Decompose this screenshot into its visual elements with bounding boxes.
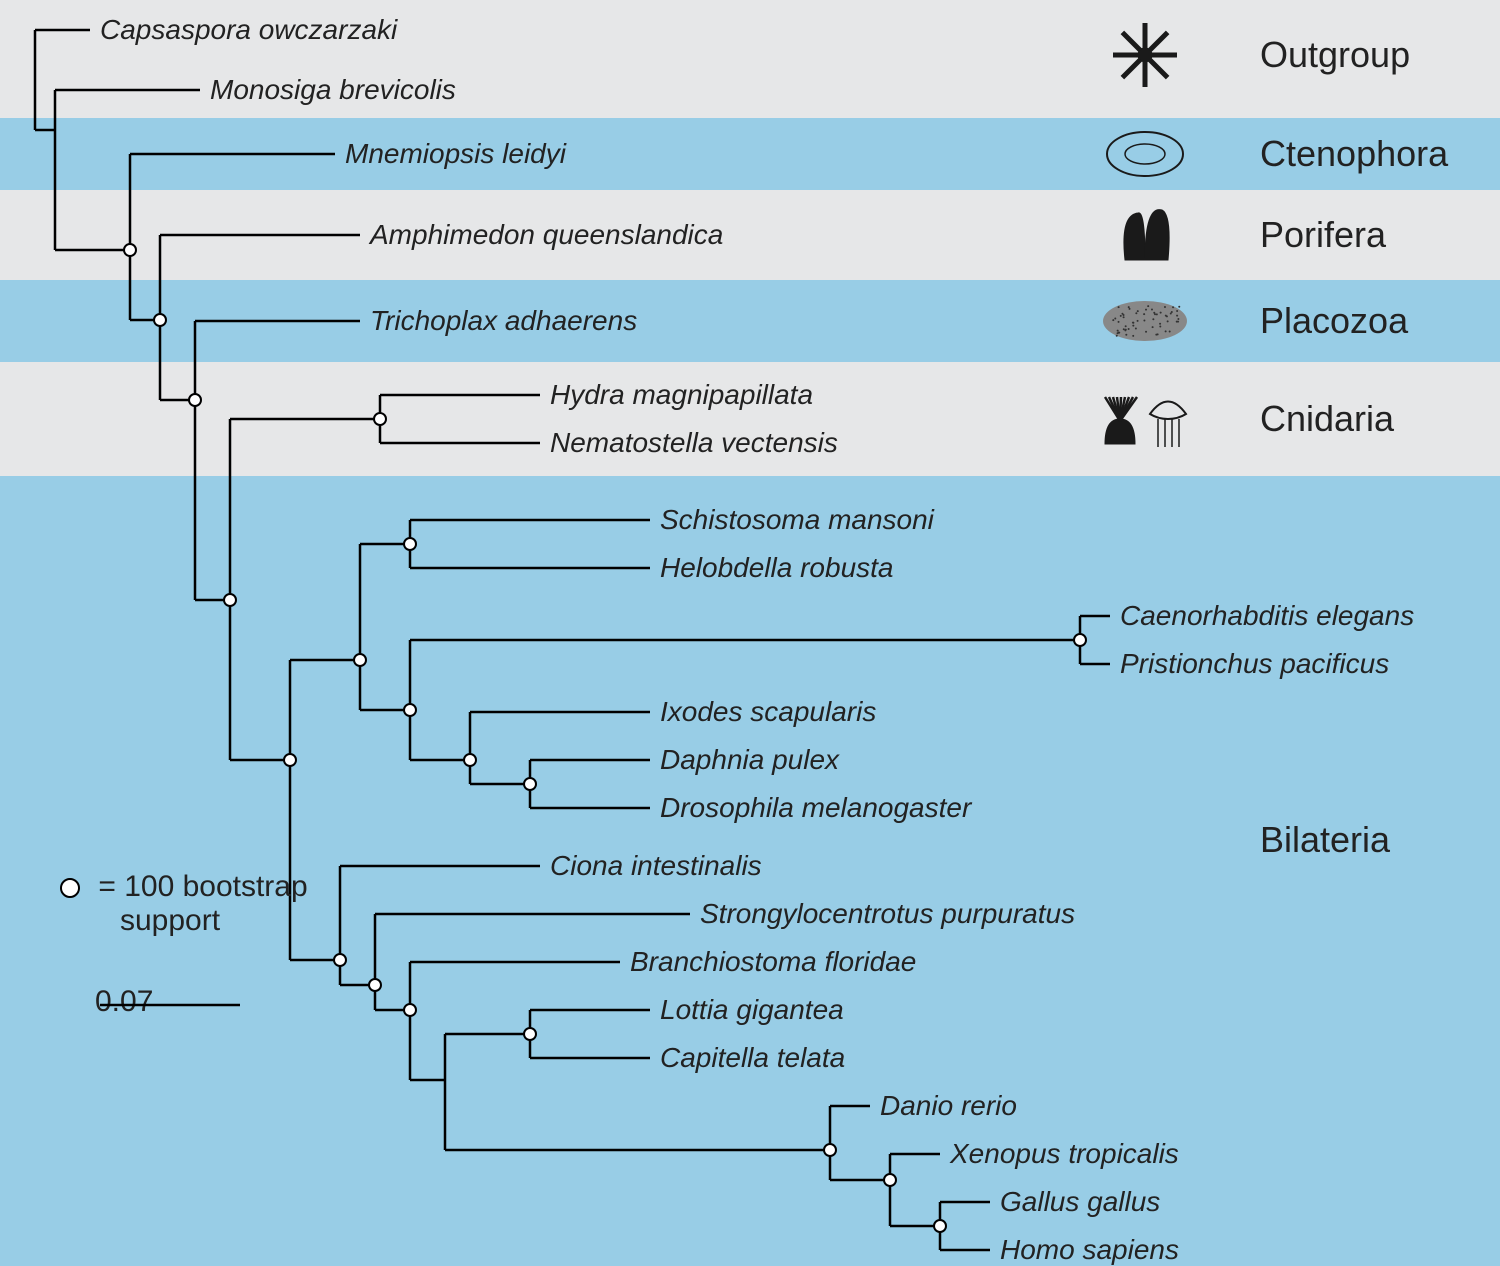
- legend-text-2: support: [60, 904, 308, 938]
- tip-Gga: Gallus gallus: [1000, 1186, 1160, 1218]
- tip-Cel: Caenorhabditis elegans: [1120, 600, 1414, 632]
- tip-Aqu: Amphimedon queenslandica: [370, 219, 723, 251]
- group-label-placozoa: Placozoa: [1260, 300, 1408, 342]
- tip-Bfl: Branchiostoma floridae: [630, 946, 916, 978]
- bootstrap-node: [224, 594, 236, 606]
- tip-Dre: Danio rerio: [880, 1090, 1017, 1122]
- tree-svg: [0, 0, 1500, 1266]
- legend: = 100 bootstrap support: [60, 870, 308, 938]
- tip-Mbr: Monosiga brevicolis: [210, 74, 456, 106]
- placozoan-icon: [1090, 281, 1210, 361]
- legend-row: = 100 bootstrap: [60, 870, 308, 904]
- tip-Spu: Strongylocentrotus purpuratus: [700, 898, 1075, 930]
- bootstrap-node: [404, 538, 416, 550]
- tip-Cow: Capsaspora owczarzaki: [100, 14, 397, 46]
- bootstrap-node: [124, 244, 136, 256]
- tip-Hma: Hydra magnipapillata: [550, 379, 813, 411]
- bootstrap-node: [404, 704, 416, 716]
- bootstrap-node: [824, 1144, 836, 1156]
- tip-Dpu: Daphnia pulex: [660, 744, 839, 776]
- bootstrap-node: [1074, 634, 1086, 646]
- tip-Lgi: Lottia gigantea: [660, 994, 844, 1026]
- tip-Hsa: Homo sapiens: [1000, 1234, 1179, 1266]
- bootstrap-node: [524, 1028, 536, 1040]
- ctenophore-icon: [1090, 114, 1210, 194]
- group-label-cnidaria: Cnidaria: [1260, 398, 1394, 440]
- bootstrap-node: [189, 394, 201, 406]
- sponge-icon: [1090, 195, 1210, 275]
- bootstrap-node: [354, 654, 366, 666]
- tip-Hro: Helobdella robusta: [660, 552, 894, 584]
- bootstrap-node: [154, 314, 166, 326]
- bootstrap-node: [404, 1004, 416, 1016]
- legend-text-1: = 100 bootstrap: [98, 870, 307, 903]
- tip-Ppa: Pristionchus pacificus: [1120, 648, 1389, 680]
- tip-Cin: Ciona intestinalis: [550, 850, 762, 882]
- outgroup-icon: [1090, 15, 1210, 95]
- scale-bar-line: [95, 985, 255, 1035]
- tip-Nve: Nematostella vectensis: [550, 427, 838, 459]
- cnidarian-icon: [1090, 379, 1210, 459]
- bootstrap-node: [464, 754, 476, 766]
- scale-bar: 0.07: [95, 985, 153, 1019]
- node-marker-icon: [60, 878, 80, 898]
- bootstrap-node: [374, 413, 386, 425]
- bootstrap-node: [369, 979, 381, 991]
- bootstrap-node: [934, 1220, 946, 1232]
- tip-Tad: Trichoplax adhaerens: [370, 305, 637, 337]
- tip-Xtr: Xenopus tropicalis: [950, 1138, 1179, 1170]
- group-label-bilateria: Bilateria: [1260, 819, 1390, 861]
- bootstrap-node: [334, 954, 346, 966]
- phylogeny-figure: { "figure": { "width": 1500, "height": 1…: [0, 0, 1500, 1266]
- tip-Mle: Mnemiopsis leidyi: [345, 138, 566, 170]
- tip-Sma: Schistosoma mansoni: [660, 504, 934, 536]
- tip-Dme: Drosophila melanogaster: [660, 792, 971, 824]
- tip-Cte: Capitella telata: [660, 1042, 845, 1074]
- group-label-ctenophora: Ctenophora: [1260, 133, 1448, 175]
- group-label-porifera: Porifera: [1260, 214, 1386, 256]
- bootstrap-node: [884, 1174, 896, 1186]
- bootstrap-node: [284, 754, 296, 766]
- bootstrap-node: [524, 778, 536, 790]
- tip-Isc: Ixodes scapularis: [660, 696, 876, 728]
- group-label-outgroup: Outgroup: [1260, 34, 1410, 76]
